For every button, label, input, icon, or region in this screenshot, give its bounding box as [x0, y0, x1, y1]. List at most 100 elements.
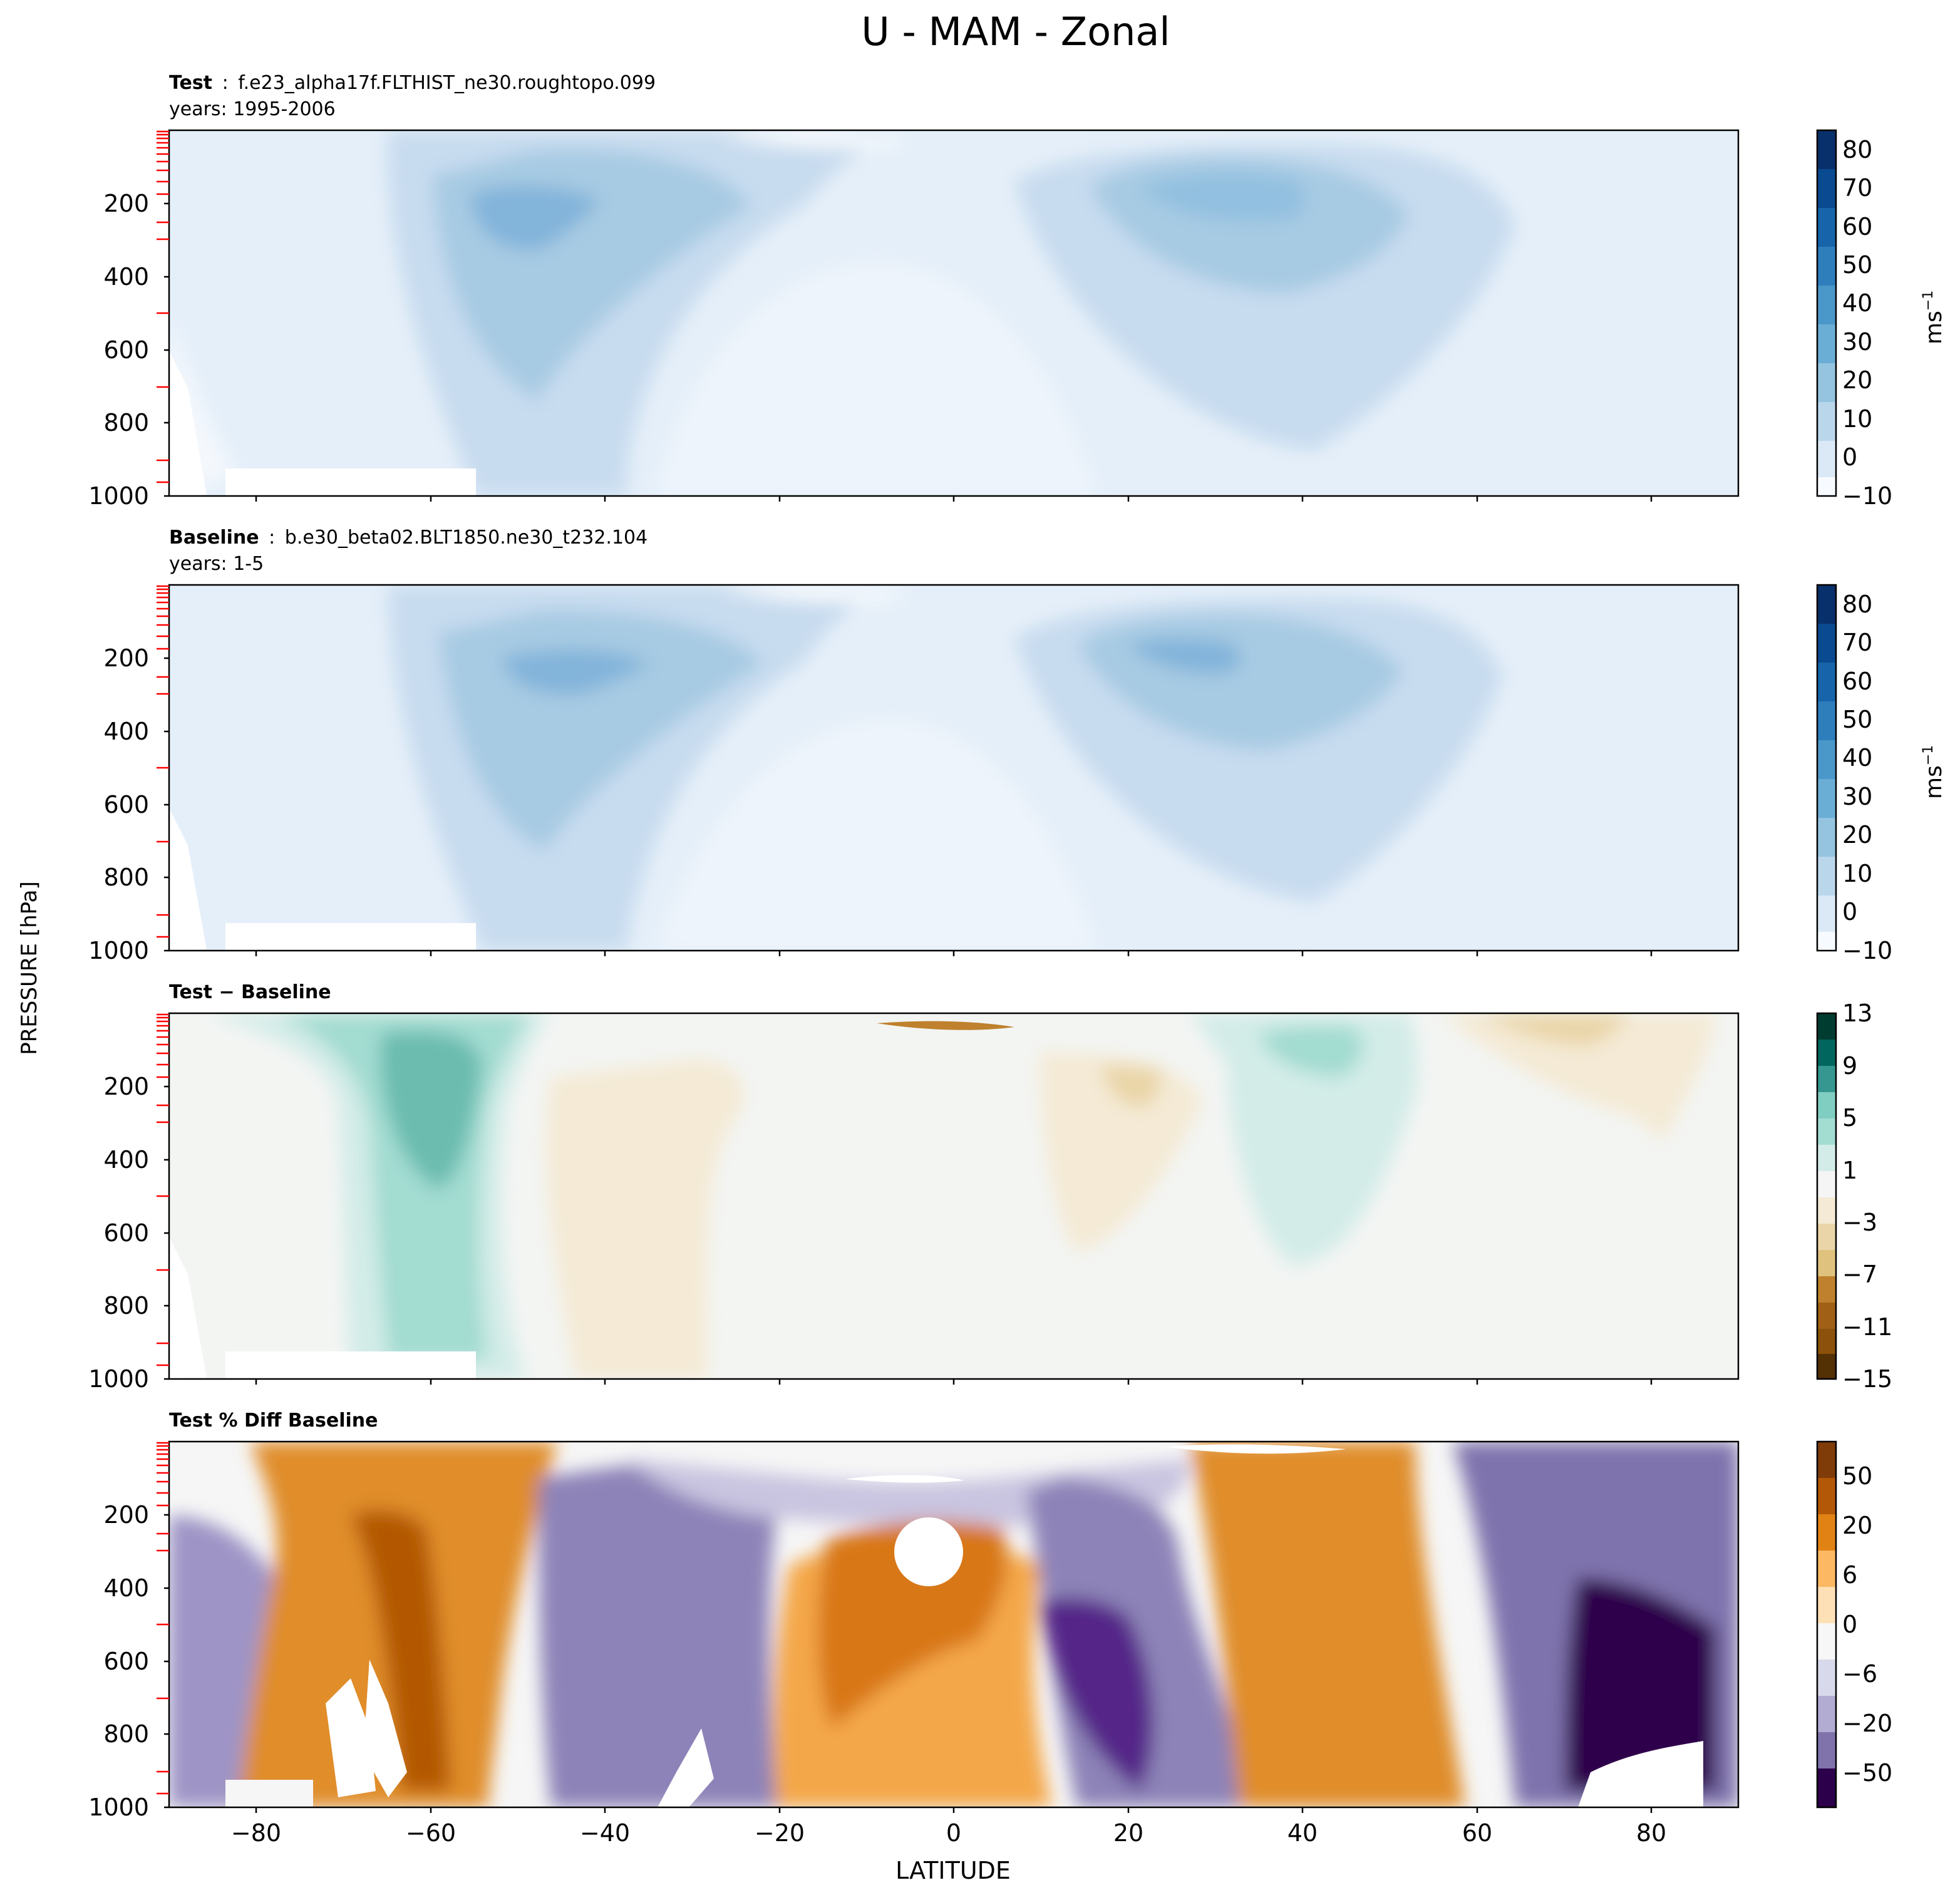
- colorbar-band: [1817, 1092, 1836, 1118]
- contour-weak-tropics: [658, 720, 1096, 951]
- figure-title: U - MAM - Zonal: [861, 9, 1170, 54]
- below-ground-region: [225, 1351, 476, 1379]
- below-ground-edge: [169, 808, 207, 951]
- contour-neg-nh-deep: [1039, 1598, 1153, 1791]
- ytick-label-1000: 1000: [88, 482, 149, 510]
- panel-pctdiff-header: Test % Diff Baseline: [169, 1410, 378, 1432]
- xtick-label-0: 0: [946, 1819, 961, 1847]
- y-axis-label: PRESSURE [hPa]: [17, 881, 42, 1055]
- contour-tropical-tropopause: [720, 132, 908, 147]
- xtick-label-40: 40: [1287, 1819, 1318, 1847]
- panel-test-xticks: [255, 496, 1653, 502]
- colorbar-band: [1817, 130, 1836, 169]
- colorbar-tick-label: −6: [1842, 1660, 1877, 1688]
- colorbar-unit: ms−1: [1921, 291, 1947, 344]
- xtick-label--20: −20: [755, 1819, 805, 1847]
- ytick-label-800: 800: [103, 864, 149, 891]
- ytick-label-800: 800: [103, 409, 149, 436]
- panel-diff-xticks: [255, 1379, 1653, 1385]
- ytick-label-800: 800: [103, 1292, 149, 1319]
- contour-neg-nh-polar-core: [1565, 1578, 1716, 1791]
- colorbar-band: [1817, 1442, 1836, 1478]
- colorbar-tick-label: 13: [1842, 999, 1872, 1027]
- colorbar-frame: [1816, 1440, 1837, 1809]
- colorbar-band: [1817, 1587, 1836, 1623]
- colorbar-band: [1817, 1118, 1836, 1145]
- colorbar-tick-label: −11: [1842, 1313, 1892, 1341]
- colorbar-tick-label: 80: [1842, 591, 1872, 618]
- colorbar-tick-label: −3: [1842, 1209, 1877, 1236]
- panel-test-colorbar: 80 70 60 50 40 30 20 10 0 −10 ms−1: [1816, 129, 1947, 510]
- ytick-label-200: 200: [103, 1501, 149, 1529]
- ytick-label-400: 400: [103, 1574, 149, 1602]
- contour-pos-1-nh: [1190, 1013, 1418, 1265]
- panel-test-case: f.e23_alpha17f.FLTHIST_ne30.roughtopo.09…: [238, 72, 656, 94]
- panel-baseline-years: years: 1-5: [169, 553, 264, 575]
- colorbar-band: [1817, 663, 1836, 701]
- panel-baseline-header: Baseline : b.e30_beta02.BLT1850.ne30_t23…: [169, 527, 647, 549]
- panel-pctdiff-colorbar: 50 20 6 0 −6 −20 −50: [1816, 1440, 1892, 1809]
- colorbar-band: [1817, 1732, 1836, 1768]
- colorbar-tick-label: −10: [1842, 937, 1892, 964]
- ytick-label-200: 200: [103, 644, 149, 672]
- contour-pos-5: [380, 1031, 482, 1190]
- colorbar-band: [1817, 1145, 1836, 1171]
- colorbar-tick-label: 50: [1842, 706, 1872, 733]
- colorbar-tick-label: 0: [1842, 1611, 1857, 1638]
- ytick-label-600: 600: [103, 791, 149, 818]
- ytick-label-600: 600: [103, 1648, 149, 1675]
- colorbar-band: [1817, 1276, 1836, 1303]
- colorbar-band: [1817, 857, 1836, 896]
- colorbar-band: [1817, 1197, 1836, 1224]
- colorbar-band: [1817, 818, 1836, 857]
- panel-baseline-label: Baseline: [169, 527, 259, 549]
- colorbar-band: [1817, 1013, 1836, 1040]
- colorbar-band: [1817, 247, 1836, 286]
- colorbar-band: [1817, 1171, 1836, 1197]
- contour-tropical-tropopause: [720, 586, 908, 601]
- ytick-label-600: 600: [103, 1219, 149, 1247]
- panel-diff-colorbar: 13 9 5 1 −3 −7 −11 −15: [1816, 999, 1892, 1393]
- panel-baseline-xticks: [255, 951, 1653, 956]
- contour-neg-south-subtrop: [539, 1465, 776, 1807]
- undefined-region: [658, 1728, 714, 1807]
- colorbar-band: [1817, 1478, 1836, 1514]
- contour-nh-jet-core: [1140, 173, 1307, 222]
- colorbar-tick-label: 50: [1842, 1462, 1872, 1490]
- panel-baseline-colorbar: 80 70 60 50 40 30 20 10 0 −10 ms−1: [1816, 584, 1947, 964]
- colorbar-tick-label: 10: [1842, 860, 1872, 887]
- panel-test-yaxis: 200 400 600 800 1000: [88, 190, 149, 510]
- contour-neg-strong-tropopause: [877, 1021, 1014, 1030]
- undefined-region: [894, 1517, 963, 1586]
- contour-neg-3-nh: [1478, 1013, 1628, 1046]
- colorbar-tick-label: 50: [1842, 251, 1872, 279]
- panel-test-header: Test : f.e23_alpha17f.FLTHIST_ne30.rough…: [169, 72, 656, 94]
- panel-test: Test : f.e23_alpha17f.FLTHIST_ne30.rough…: [88, 72, 1947, 510]
- colorbar-band: [1817, 1303, 1836, 1329]
- colorbar-band: [1817, 1660, 1836, 1696]
- colorbar-band: [1817, 441, 1836, 477]
- colorbar-band: [1817, 1354, 1836, 1379]
- panel-test-yticks: [164, 202, 169, 497]
- ytick-label-200: 200: [103, 190, 149, 217]
- colorbar-tick-label: 60: [1842, 213, 1872, 240]
- colorbar-band: [1817, 585, 1836, 624]
- colorbar-tick-label: 30: [1842, 328, 1872, 356]
- colorbar-band: [1817, 896, 1836, 932]
- contour-sh-jet-core: [470, 185, 601, 250]
- colorbar-band: [1817, 1066, 1836, 1092]
- panel-test-level-ticks: [157, 130, 169, 483]
- colorbar-band: [1817, 1224, 1836, 1250]
- panel-pctdiff-yticks: [164, 1514, 169, 1809]
- panel-test-label: Test: [169, 72, 212, 94]
- contour-neg-1-tropics: [1039, 1052, 1202, 1252]
- colorbar-tick-label: 0: [1842, 443, 1857, 471]
- colorbar-band: [1817, 402, 1836, 441]
- panel-test-sep: :: [222, 72, 229, 94]
- panel-baseline-sep: :: [269, 527, 275, 549]
- colorbar-tick-label: 30: [1842, 783, 1872, 810]
- panel-pctdiff-xticks: [255, 1807, 1653, 1813]
- panel-baseline-yaxis: 200 400 600 800 1000: [88, 644, 149, 964]
- colorbar-band: [1817, 169, 1836, 208]
